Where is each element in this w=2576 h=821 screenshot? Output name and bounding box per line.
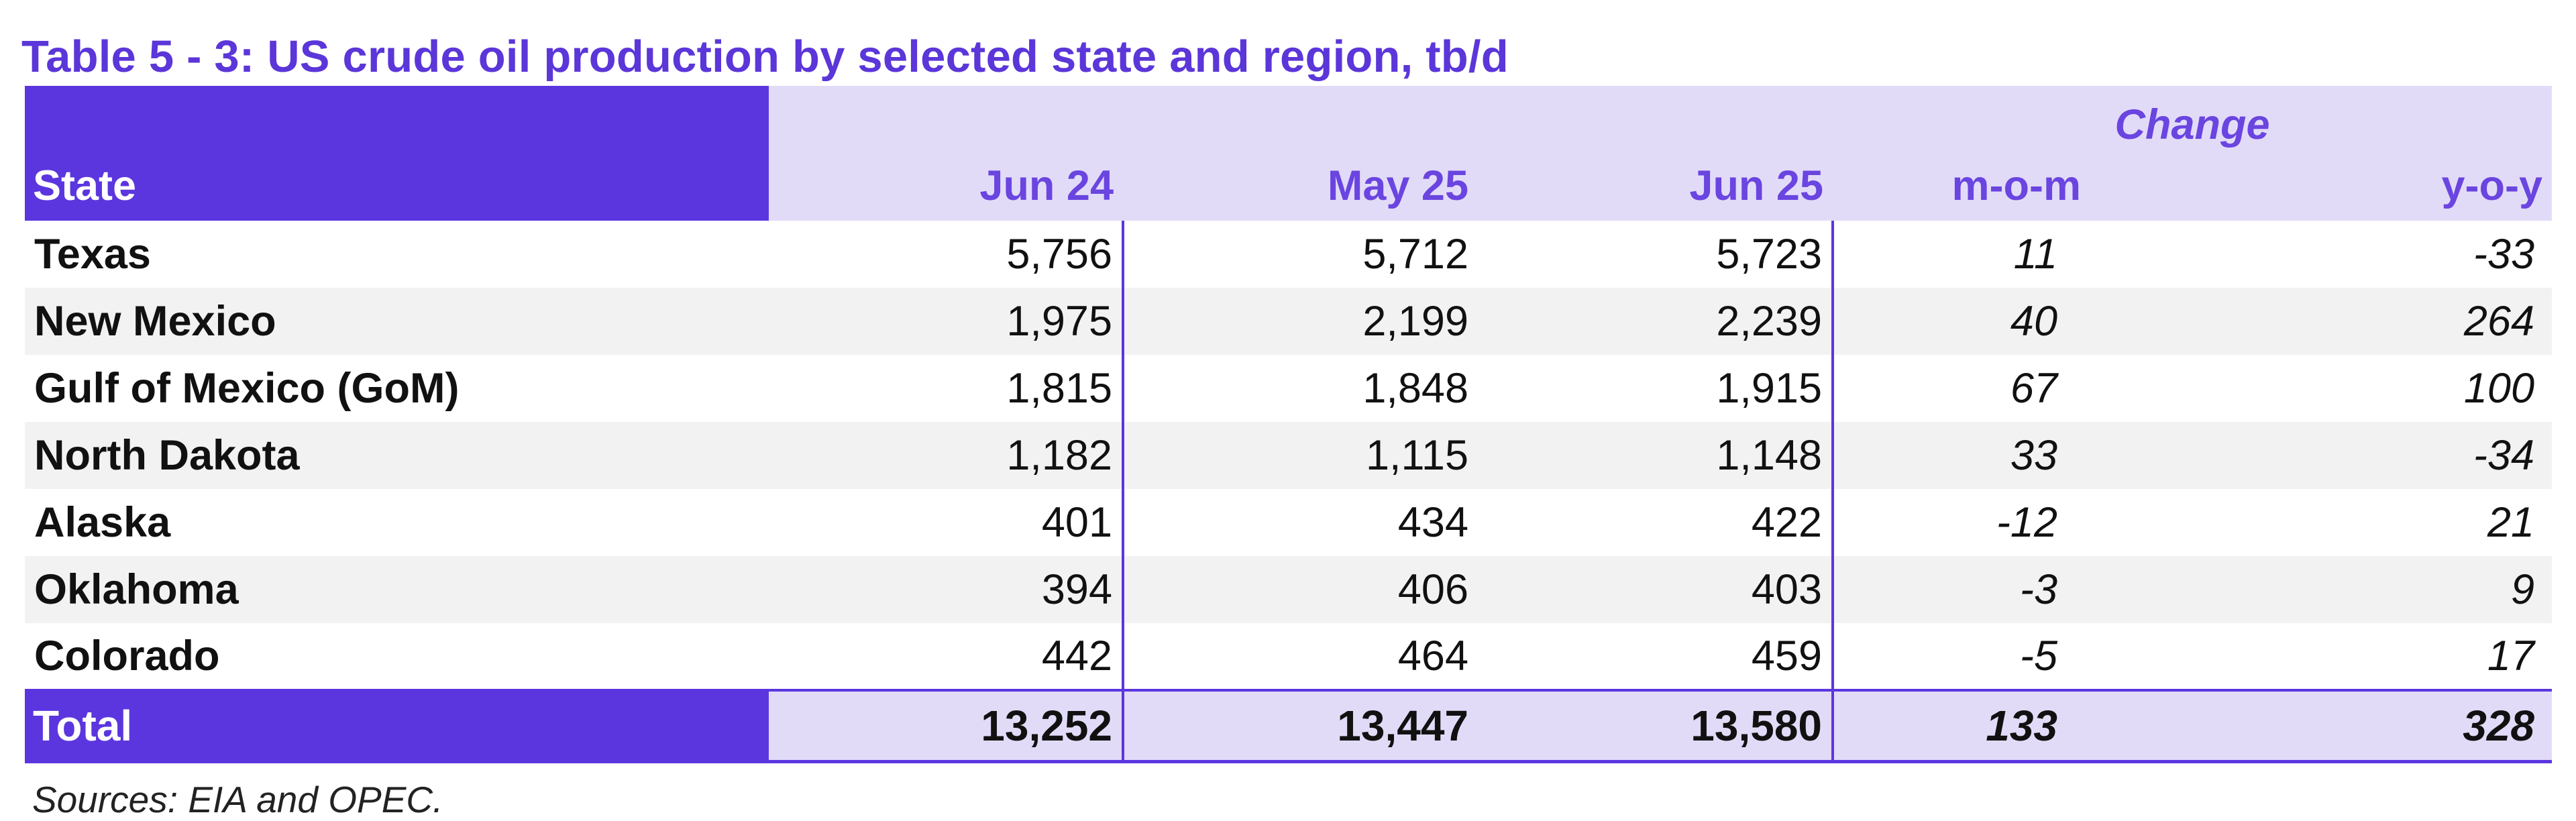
header-row-columns: State Jun 24 May 25 Jun 25 m-o-m y-o-y xyxy=(25,153,2552,221)
header-blank xyxy=(769,86,1123,153)
jun24-cell: 401 xyxy=(769,489,1124,556)
jun24-cell: 1,975 xyxy=(769,288,1124,355)
header-blank xyxy=(1123,86,1478,153)
table-row: Colorado 442 464 459 -5 17 xyxy=(25,623,2552,690)
yoy-cell: -33 xyxy=(2473,231,2534,278)
table-row: Alaska 401 434 422 -12 21 xyxy=(25,489,2552,556)
column-header-may25: May 25 xyxy=(1123,153,1478,221)
state-cell: Texas xyxy=(34,231,151,278)
jun25-cell: 459 xyxy=(1478,623,1834,690)
may25-cell: 1,848 xyxy=(1362,365,1468,412)
table-row: North Dakota 1,182 1,115 1,148 33 -34 xyxy=(25,422,2552,489)
column-header-jun25: Jun 25 xyxy=(1478,153,1833,221)
mom-cell: -3 xyxy=(1833,556,2192,623)
may25-cell: 5,712 xyxy=(1362,231,1468,278)
column-header-yoy: y-o-y xyxy=(2192,153,2552,221)
jun24-cell: 1,182 xyxy=(769,422,1124,489)
yoy-cell: 264 xyxy=(2192,288,2552,355)
state-cell: New Mexico xyxy=(25,288,769,355)
table-title: Table 5 - 3: US crude oil production by … xyxy=(21,32,1509,82)
may25-cell: 2,199 xyxy=(1123,288,1478,355)
state-cell: Oklahoma xyxy=(25,556,769,623)
jun25-cell: 2,239 xyxy=(1478,288,1834,355)
yoy-cell: 21 xyxy=(2487,499,2534,546)
mom-cell: 67 xyxy=(2010,365,2057,412)
total-jun24: 13,252 xyxy=(769,689,1124,763)
table-row: New Mexico 1,975 2,199 2,239 40 264 xyxy=(25,288,2552,355)
jun25-cell: 1,915 xyxy=(1478,355,1834,422)
jun25-cell: 1,148 xyxy=(1478,422,1834,489)
total-row: Total 13,252 13,447 13,580 133 328 xyxy=(25,689,2552,763)
jun25-cell: 5,723 xyxy=(1478,221,1834,288)
table-row: Oklahoma 394 406 403 -3 9 xyxy=(25,556,2552,623)
yoy-cell: -34 xyxy=(2192,422,2552,489)
jun25-cell: 422 xyxy=(1478,489,1834,556)
column-header-state: State xyxy=(25,153,769,221)
mom-cell: -5 xyxy=(2019,633,2057,679)
may25-cell: 464 xyxy=(1397,633,1468,679)
state-cell: North Dakota xyxy=(25,422,769,489)
column-header-jun24: Jun 24 xyxy=(769,153,1123,221)
yoy-cell: 9 xyxy=(2192,556,2552,623)
total-jun25: 13,580 xyxy=(1478,689,1834,763)
total-label: Total xyxy=(25,689,769,763)
state-header-top xyxy=(25,86,769,153)
production-table: Change State Jun 24 May 25 Jun 25 m-o-m … xyxy=(25,86,2552,763)
may25-cell: 1,115 xyxy=(1123,422,1478,489)
may25-cell: 406 xyxy=(1123,556,1478,623)
state-cell: Colorado xyxy=(34,633,220,679)
source-note: Sources: EIA and OPEC. xyxy=(32,779,443,820)
mom-cell: 33 xyxy=(1833,422,2192,489)
may25-cell: 434 xyxy=(1397,499,1468,546)
jun24-cell: 5,756 xyxy=(769,221,1124,288)
change-header: Change xyxy=(1833,86,2552,153)
total-yoy: 328 xyxy=(2192,689,2552,763)
header-blank xyxy=(1478,86,1833,153)
column-header-mom: m-o-m xyxy=(1833,153,2192,221)
jun24-cell: 442 xyxy=(769,623,1124,690)
header-row-change: Change xyxy=(25,86,2552,153)
yoy-cell: 17 xyxy=(2487,633,2534,679)
table-body: Change State Jun 24 May 25 Jun 25 m-o-m … xyxy=(25,86,2552,763)
mom-cell: 11 xyxy=(2013,231,2057,278)
yoy-cell: 100 xyxy=(2463,365,2534,412)
table-row: Texas 5,756 5,712 5,723 11 -33 xyxy=(25,221,2552,288)
mom-cell: 40 xyxy=(1833,288,2192,355)
mom-cell: -12 xyxy=(1996,499,2057,546)
state-cell: Gulf of Mexico (GoM) xyxy=(34,365,460,412)
state-cell: Alaska xyxy=(34,499,171,546)
table-row: Gulf of Mexico (GoM) 1,815 1,848 1,915 67 100 xyxy=(25,355,2552,422)
total-may25: 13,447 xyxy=(1123,689,1478,763)
jun24-cell: 1,815 xyxy=(769,355,1124,422)
jun24-cell: 394 xyxy=(769,556,1124,623)
jun25-cell: 403 xyxy=(1478,556,1834,623)
total-mom: 133 xyxy=(1833,689,2192,763)
